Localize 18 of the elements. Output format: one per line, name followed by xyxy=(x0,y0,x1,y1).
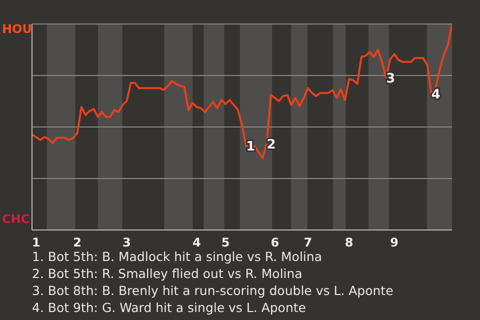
annotation: 4 xyxy=(431,88,440,103)
text: 3. Bot 8th: B. Brenly hit a run-scoring double vs L. Aponte xyxy=(32,282,394,299)
text: 4. Bot 9th: G. Ward hit a single vs L. Aponte xyxy=(32,299,307,316)
x-tick-label: 9 xyxy=(390,236,399,250)
text: CHC xyxy=(2,212,30,226)
x-tick-label: 2 xyxy=(73,236,82,250)
x-tick-label: 4 xyxy=(192,236,201,250)
x-tick-label: 3 xyxy=(122,236,131,250)
annotation: HOU xyxy=(2,22,32,36)
x-tick-label: 1 xyxy=(32,236,40,250)
x-tick-label: 7 xyxy=(304,236,312,250)
x-tick-label: 6 xyxy=(270,236,280,250)
annotation: 3 xyxy=(386,72,396,87)
annotation: 2 xyxy=(266,138,276,153)
x-tick-label: 8 xyxy=(344,236,354,250)
text: 1. Bot 5th: B. Madlock hit a single vs R. Molina xyxy=(32,248,323,265)
x-tick-label: 5 xyxy=(221,236,230,250)
text: 2. Bot 5th: R. Smalley flied out vs R. Molina xyxy=(32,265,304,282)
